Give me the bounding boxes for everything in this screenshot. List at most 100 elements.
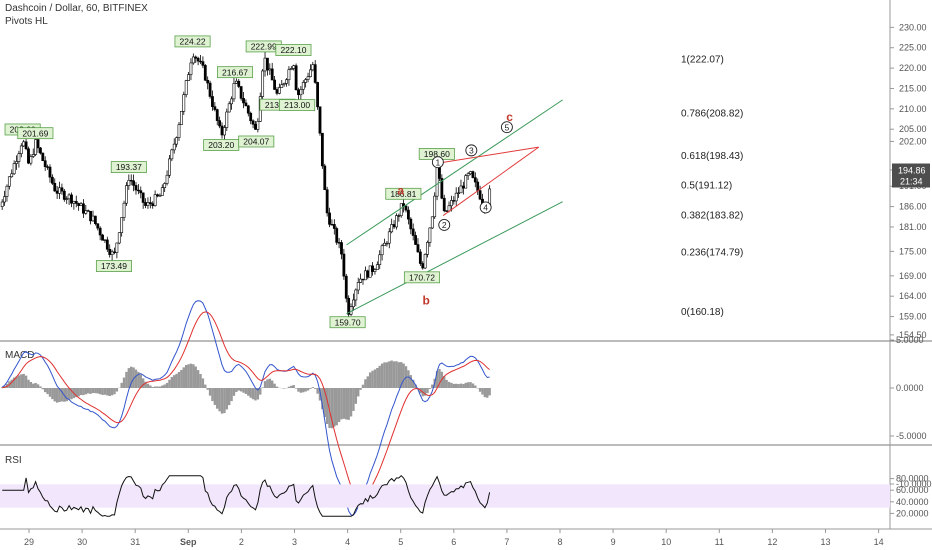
macd-histogram-bar bbox=[397, 362, 401, 388]
macd-histogram-bar bbox=[196, 370, 200, 388]
x-tick-label: 8 bbox=[557, 537, 562, 547]
candle-body bbox=[306, 76, 310, 80]
candle-body bbox=[199, 60, 202, 63]
macd-histogram-bar bbox=[84, 388, 88, 395]
macd-histogram-bar bbox=[450, 382, 453, 388]
candle-body bbox=[450, 200, 453, 207]
macd-histogram-bar bbox=[103, 388, 107, 395]
macd-histogram-bar bbox=[153, 386, 157, 388]
pivot-label-box bbox=[238, 135, 275, 148]
candle-body bbox=[194, 56, 198, 59]
macd-histogram-bar bbox=[464, 382, 467, 388]
macd-histogram-bar bbox=[423, 388, 427, 396]
y-tick-label: 205.00 bbox=[899, 124, 927, 134]
candle-body bbox=[304, 79, 308, 83]
candle-body bbox=[170, 149, 174, 160]
candle-body bbox=[175, 137, 179, 145]
candle-body bbox=[84, 210, 88, 214]
candle-body bbox=[70, 194, 73, 204]
macd-histogram-bar bbox=[70, 388, 73, 400]
candle-body bbox=[476, 181, 480, 191]
macd-histogram-bar bbox=[151, 387, 154, 388]
macd-histogram-bar bbox=[55, 388, 59, 403]
pivot-label-box bbox=[217, 66, 254, 79]
wave-label: a bbox=[397, 183, 404, 197]
candle-body bbox=[275, 89, 279, 94]
macd-histogram-bar bbox=[306, 388, 310, 391]
candle-body bbox=[189, 62, 193, 75]
macd-histogram-bar bbox=[223, 388, 226, 414]
x-tick-label: 29 bbox=[24, 537, 34, 547]
macd-histogram-bar bbox=[383, 362, 386, 388]
candle-body bbox=[387, 231, 391, 244]
macd-histogram-bar bbox=[316, 388, 319, 394]
macd-histogram-bar bbox=[17, 375, 21, 388]
macd-histogram-bar bbox=[239, 388, 243, 392]
candle-body bbox=[242, 98, 245, 104]
candle-body bbox=[46, 166, 49, 168]
candle-body bbox=[184, 80, 188, 95]
candle-body bbox=[442, 197, 446, 212]
candle-body bbox=[227, 103, 231, 113]
pivot-label: 173.49 bbox=[101, 261, 127, 271]
candle-body bbox=[98, 227, 102, 236]
macd-histogram-bar bbox=[32, 383, 35, 388]
pivot-label: 213.11 bbox=[265, 100, 291, 110]
candle-body bbox=[311, 64, 315, 71]
candle-body bbox=[237, 80, 241, 87]
macd-histogram-bar bbox=[256, 388, 260, 400]
candle-body bbox=[91, 215, 95, 222]
macd-histogram-bar bbox=[173, 375, 176, 388]
candle-body bbox=[359, 278, 363, 283]
rsi-tick-label: 80.0000 bbox=[896, 474, 929, 484]
candle-body bbox=[471, 171, 475, 178]
macd-histogram-bar bbox=[180, 369, 183, 388]
candle-body bbox=[244, 102, 248, 107]
candle-body bbox=[301, 82, 305, 90]
macd-histogram-bar bbox=[106, 388, 109, 396]
macd-histogram-bar bbox=[244, 388, 248, 394]
candle-body bbox=[461, 185, 465, 189]
candle-body bbox=[390, 224, 394, 233]
candle-body bbox=[117, 232, 121, 244]
macd-histogram-bar bbox=[431, 384, 434, 388]
rsi-title: RSI bbox=[5, 455, 22, 466]
macd-histogram-bar bbox=[230, 388, 233, 402]
candle-body bbox=[55, 190, 59, 194]
macd-histogram-bar bbox=[333, 388, 336, 427]
candle-body bbox=[232, 83, 236, 100]
candle-body bbox=[416, 244, 420, 253]
macd-histogram-bar bbox=[361, 384, 365, 388]
candle-body bbox=[58, 187, 61, 194]
macd-histogram-bar bbox=[364, 379, 367, 388]
candle-body bbox=[148, 202, 152, 204]
candle-body bbox=[36, 139, 40, 149]
candle-body bbox=[375, 264, 379, 270]
symbol-title[interactable]: Dashcoin / Dollar, 60, BITFINEX bbox=[5, 3, 148, 14]
x-tick-label: 6 bbox=[451, 537, 456, 547]
pivot-label: 204.07 bbox=[243, 137, 269, 147]
candle-body bbox=[139, 190, 143, 194]
macd-histogram-bar bbox=[400, 362, 403, 388]
macd-histogram-bar bbox=[407, 370, 410, 388]
candle-body bbox=[330, 224, 334, 226]
macd-histogram-bar bbox=[337, 388, 341, 423]
macd-histogram-bar bbox=[376, 367, 379, 388]
candle-body bbox=[65, 198, 69, 200]
candle-body bbox=[239, 86, 243, 99]
macd-histogram-bar bbox=[373, 369, 377, 388]
candle-body bbox=[129, 179, 133, 182]
macd-histogram-bar bbox=[318, 388, 322, 401]
macd-histogram-bar bbox=[87, 388, 90, 394]
macd-histogram-bar bbox=[182, 367, 185, 388]
candle-body bbox=[356, 282, 360, 291]
macd-histogram-bar bbox=[445, 379, 448, 388]
candle-body bbox=[3, 196, 6, 203]
pivot-label: 222.10 bbox=[280, 45, 306, 55]
macd-histogram-bar bbox=[36, 384, 40, 388]
wave-label: 2 bbox=[442, 220, 447, 230]
macd-histogram-bar bbox=[292, 385, 295, 388]
candle-body bbox=[27, 148, 30, 164]
indicator-title[interactable]: Pivots HL bbox=[5, 16, 48, 27]
